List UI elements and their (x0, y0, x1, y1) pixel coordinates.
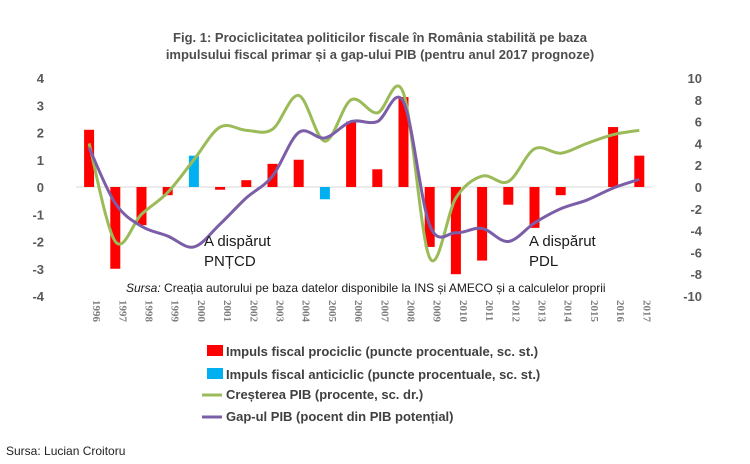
y-right-tick-label: -6 (690, 245, 702, 260)
bar (529, 187, 540, 228)
bar (555, 187, 566, 196)
y-right-tick-label: 6 (695, 115, 702, 130)
line-series (87, 84, 640, 263)
y-right-tick-label: 10 (688, 71, 702, 86)
bar (346, 121, 357, 187)
bar (215, 187, 226, 190)
chart-title-line2: impulsului fiscal primar și a gap-ului P… (166, 47, 594, 62)
x-tick-label: 2009 (431, 300, 443, 323)
x-tick-label: 2000 (195, 300, 207, 323)
x-tick-label: 2001 (221, 300, 233, 322)
bar (424, 187, 435, 247)
series-line (87, 84, 640, 263)
image-credit: Sursa: Lucian Croitoru (6, 444, 126, 458)
bar (398, 97, 409, 187)
legend-label: Impuls fiscal prociclic (puncte procentu… (226, 344, 538, 359)
x-tick-label: 2017 (640, 300, 652, 323)
y-left-tick-label: 4 (37, 71, 45, 86)
y-axis-right: 10 8 6 4 2 0 -2 -4 -6 -8 -10 (683, 71, 703, 304)
y-left-tick-label: 0 (37, 180, 44, 195)
annotation-text: PDL (529, 253, 558, 270)
x-tick-label: 2003 (274, 300, 286, 323)
x-tick-label: 2002 (247, 300, 259, 323)
legend-swatch-prociclic (207, 345, 223, 356)
annotation-text: A dispărut (529, 233, 597, 250)
y-left-tick-label: -1 (32, 207, 44, 222)
bar (608, 127, 619, 187)
y-right-tick-label: -10 (683, 289, 702, 304)
x-tick-label: 2007 (378, 300, 390, 323)
bar (503, 187, 514, 205)
bar (110, 187, 121, 269)
chart-source-note: Sursa: Creația autorului pe baza datelor… (126, 281, 606, 295)
x-tick-label: 1999 (169, 300, 181, 323)
x-tick-label: 1998 (143, 300, 155, 323)
chart-canvas: Fig. 1: Prociclicitatea politicilor fisc… (32, 30, 703, 424)
source-note-text: Creația autorului pe baza datelor dispon… (161, 281, 606, 295)
y-right-tick-label: 4 (695, 136, 703, 151)
legend-label: Gap-ul PIB (pocent din PIB potențial) (226, 409, 454, 424)
x-tick-label: 2014 (562, 300, 574, 323)
bar (319, 187, 330, 200)
y-left-tick-label: 2 (37, 126, 44, 141)
x-tick-label: 2008 (405, 300, 417, 323)
annotation-text: PNȚCD (204, 253, 256, 270)
bar (136, 187, 147, 226)
chart-title-line1: Fig. 1: Prociclicitatea politicilor fisc… (173, 30, 588, 45)
x-tick-label: 1997 (116, 300, 128, 323)
legend-swatch-anticiclic (207, 368, 223, 379)
x-tick-label: 2006 (352, 300, 364, 323)
x-tick-label: 2004 (300, 300, 312, 323)
x-tick-label: 2015 (588, 300, 600, 323)
bar (450, 187, 461, 275)
bar (84, 129, 95, 187)
legend-label: Impuls fiscal anticiclic (puncte procent… (226, 367, 540, 382)
x-tick-label: 2011 (483, 300, 495, 321)
series-line (87, 95, 640, 249)
y-right-tick-label: 0 (695, 180, 702, 195)
x-tick-label: 2013 (536, 300, 548, 323)
source-note-label: Sursa: (126, 281, 161, 295)
y-left-tick-label: 3 (37, 98, 44, 113)
x-tick-label: 2005 (326, 300, 338, 323)
x-tick-label: 2016 (614, 300, 626, 323)
y-right-tick-label: 8 (695, 93, 702, 108)
x-tick-label: 2010 (457, 300, 469, 323)
bar (372, 169, 383, 187)
y-right-tick-label: -2 (690, 202, 702, 217)
y-right-tick-label: 2 (695, 158, 702, 173)
y-left-tick-label: -2 (32, 235, 44, 250)
bar (477, 187, 488, 261)
y-left-tick-label: -3 (32, 262, 44, 277)
legend-label: Creșterea PIB (procente, sc. dr.) (226, 387, 423, 402)
x-tick-label: 1996 (90, 300, 102, 323)
annotation-text: A dispărut (204, 233, 272, 250)
y-axis-left: 4 3 2 1 0 -1 -2 -3 -4 (32, 71, 44, 304)
y-right-tick-label: -4 (690, 224, 702, 239)
bar (293, 159, 304, 187)
y-right-tick-label: -8 (690, 267, 702, 282)
legend: Impuls fiscal prociclic (puncte procentu… (202, 344, 540, 424)
bar (634, 155, 645, 187)
y-left-tick-label: -4 (32, 289, 44, 304)
bar (241, 180, 252, 187)
y-left-tick-label: 1 (37, 153, 44, 168)
bar (188, 155, 199, 187)
x-tick-label: 2012 (509, 300, 521, 323)
x-axis: 1996 1997 1998 1999 2000 2001 2002 2003 2004 2005… (90, 300, 652, 323)
